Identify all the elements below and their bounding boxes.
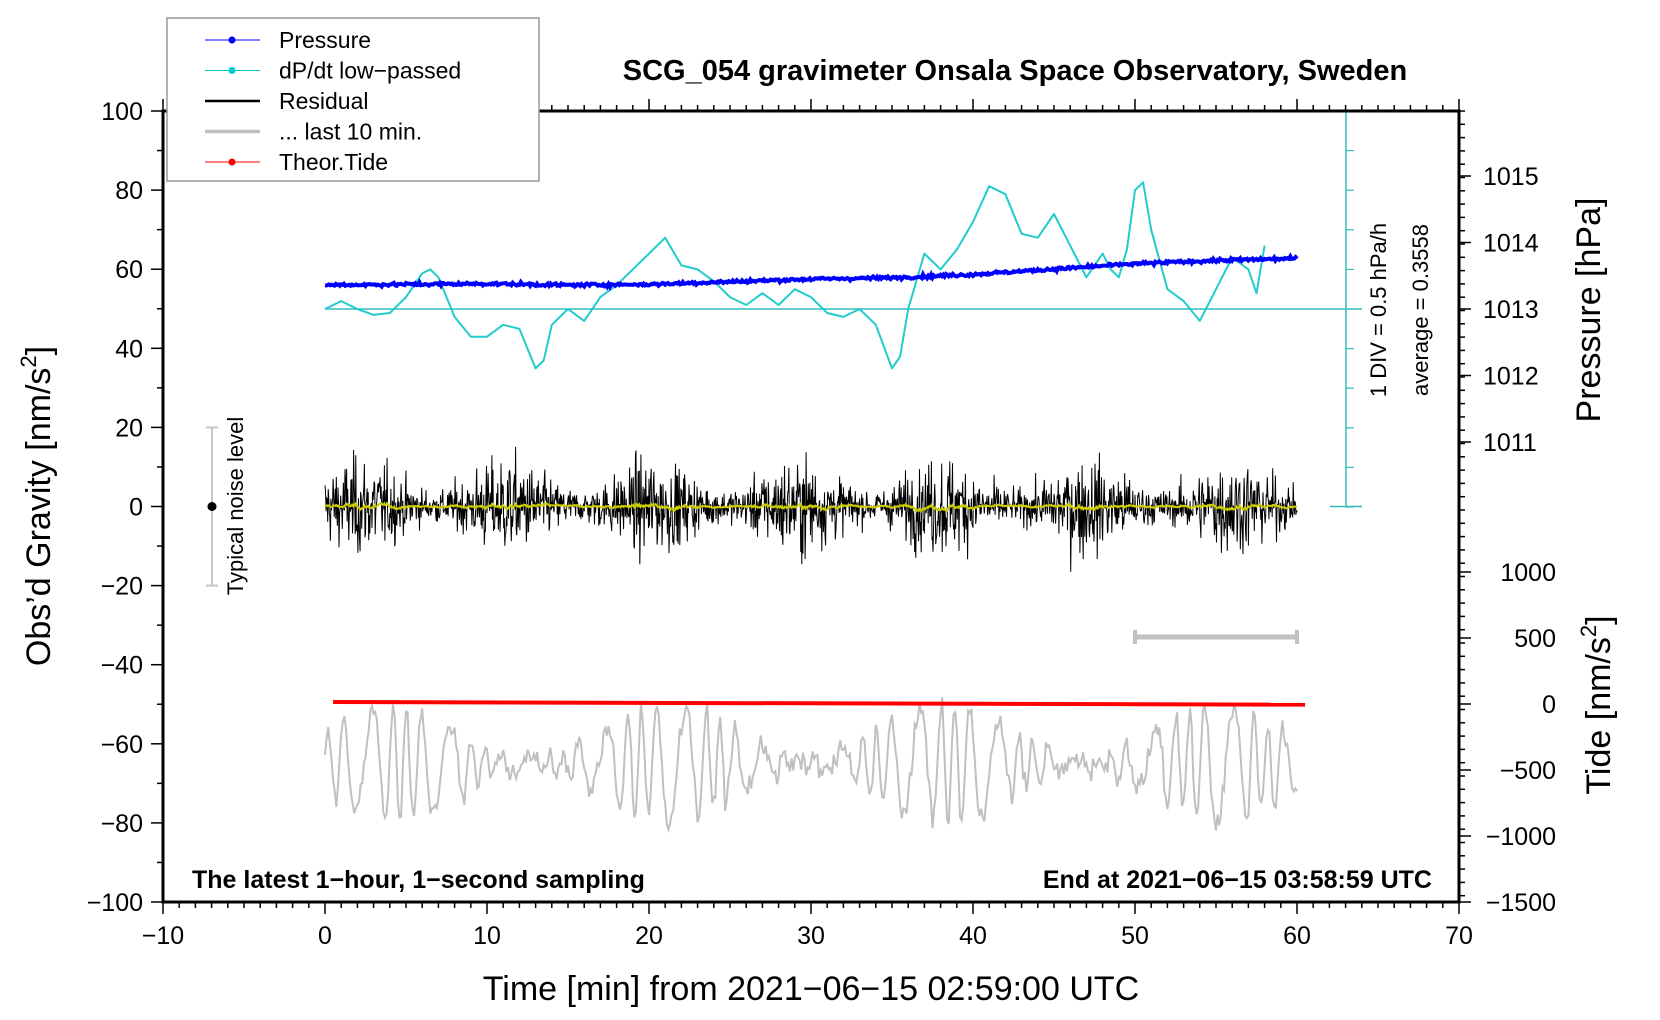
residual-smoothed-series — [324, 501, 1298, 513]
last10min-series — [324, 697, 1298, 834]
tide-label-end: ] — [1580, 615, 1618, 624]
y-tick-label: 40 — [115, 335, 143, 363]
legend-marker-0 — [228, 36, 236, 44]
pressure-tick-label: 1012 — [1483, 363, 1539, 391]
pressure-tick-label: 1015 — [1483, 163, 1539, 191]
legend: Pressure dP/dt low−passed Residual ... last… — [166, 17, 540, 182]
pressure-tick-label: 1011 — [1483, 429, 1537, 457]
y-tick-label: 0 — [129, 494, 143, 522]
tide-tick-label: −1500 — [1486, 889, 1556, 917]
x-tick-label: 0 — [318, 922, 332, 950]
theor-tide-series — [333, 700, 1306, 707]
y-tick-label: 80 — [115, 177, 143, 205]
legend-marker-1 — [228, 67, 236, 74]
pressure-series — [324, 252, 1299, 292]
y-label-main: Obs’d Gravity [nm/s — [20, 368, 58, 667]
tide-tick-label: 0 — [1542, 691, 1556, 719]
pressure-tick-label: 1013 — [1483, 296, 1539, 324]
noise-level-label: Typical noise level — [223, 417, 248, 596]
pressure-axis-label: Pressure [hPa] — [1570, 198, 1608, 423]
x-tick-label: 60 — [1283, 922, 1311, 950]
residual-series — [324, 446, 1298, 572]
pressure-tick-label: 1014 — [1483, 230, 1539, 258]
bottom-right-note: End at 2021−06−15 03:58:59 UTC — [1043, 866, 1432, 894]
x-tick-label: 70 — [1445, 922, 1473, 950]
y-tick-label: −40 — [101, 652, 143, 680]
chart-title: SCG_054 gravimeter Onsala Space Observat… — [623, 55, 1407, 87]
legend-items: Pressure dP/dt low−passed Residual ... last… — [205, 27, 461, 175]
bottom-left-note: The latest 1−hour, 1−second sampling — [192, 866, 645, 894]
y-tick-label: 100 — [101, 98, 143, 126]
y-label-sup: 2 — [16, 355, 41, 367]
x-axis-label: Time [min] from 2021−06−15 02:59:00 UTC — [483, 970, 1139, 1008]
noise-bar-dot — [207, 502, 217, 511]
tide-tick-label: −1000 — [1486, 823, 1556, 851]
legend-label: Theor.Tide — [279, 149, 388, 175]
legend-label: dP/dt low−passed — [279, 58, 461, 84]
plot-frame — [161, 109, 1461, 904]
x-tick-label: 10 — [473, 922, 501, 950]
tide-label-sup: 2 — [1576, 625, 1601, 637]
x-tick-label: −10 — [142, 922, 184, 950]
legend-marker-4 — [228, 158, 236, 166]
x-tick-label: 20 — [635, 922, 663, 950]
y-axis-label-left: Obs’d Gravity [nm/s2] — [16, 346, 58, 666]
div-label: 1 DIV = 0.5 hPa/h — [1366, 223, 1391, 397]
y-tick-label: −60 — [101, 731, 143, 759]
y-tick-label: −80 — [101, 810, 143, 838]
tide-tick-label: −500 — [1500, 757, 1556, 785]
y-tick-label: −20 — [101, 573, 143, 601]
x-tick-label: 40 — [959, 922, 987, 950]
tide-label-main: Tide [nm/s — [1580, 637, 1618, 794]
y-tick-label: 60 — [115, 256, 143, 284]
legend-box — [166, 17, 540, 182]
y-tick-label: −100 — [87, 889, 143, 917]
axes: −10 0 10 20 30 40 50 60 70100806040200−20−40−60−… — [87, 98, 1556, 950]
tide-tick-label: 500 — [1514, 625, 1556, 653]
plot-area — [206, 110, 1362, 834]
legend-label: Residual — [279, 88, 369, 114]
x-tick-label: 30 — [797, 922, 825, 950]
x-tick-label: 50 — [1121, 922, 1149, 950]
legend-label: Pressure — [279, 27, 371, 53]
average-label: average = 0.3558 — [1408, 224, 1433, 396]
tide-axis-label: Tide [nm/s2] — [1576, 615, 1618, 794]
tide-tick-label: 1000 — [1500, 559, 1556, 587]
legend-label: ... last 10 min. — [279, 119, 422, 145]
dpdt-series — [324, 181, 1266, 370]
y-label-end: ] — [20, 346, 58, 355]
y-tick-label: 20 — [115, 414, 143, 442]
